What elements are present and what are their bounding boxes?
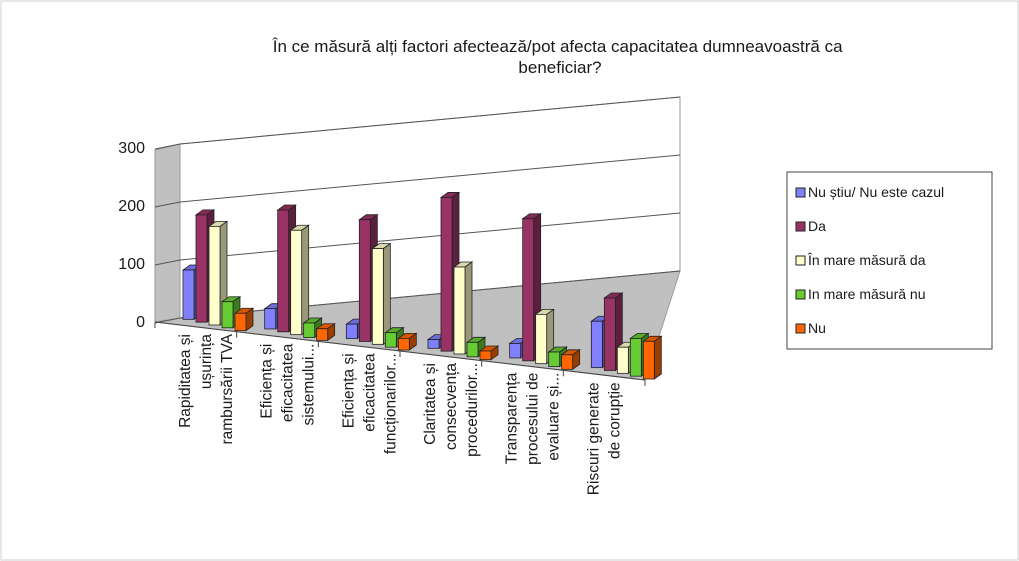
bar-front xyxy=(221,301,234,329)
bar-front xyxy=(234,312,247,332)
legend-label: Nu xyxy=(808,320,826,336)
bar-front xyxy=(290,229,303,336)
gridline-side-300 xyxy=(154,143,181,150)
category-label: funcționarilor... xyxy=(382,353,399,454)
category-label: Riscuri generate xyxy=(585,382,602,495)
category-label: Eficiența și xyxy=(259,344,276,419)
bar-front xyxy=(509,343,522,359)
legend-label: Da xyxy=(808,218,826,234)
y-tick-label: 300 xyxy=(118,140,145,157)
bar-front xyxy=(358,219,371,342)
category-label: evaluare și... xyxy=(546,373,563,461)
bar-front xyxy=(590,320,603,369)
legend-swatch xyxy=(795,187,806,198)
bar-front xyxy=(561,354,574,370)
x-axis xyxy=(154,321,646,386)
category-label: procedurilor... xyxy=(464,363,481,457)
bar xyxy=(560,349,581,371)
bar-front xyxy=(479,350,492,361)
bar-front xyxy=(629,338,642,377)
bar-side xyxy=(301,224,310,336)
category-label: Transparența xyxy=(504,372,521,464)
y-tick-label: 0 xyxy=(136,314,145,331)
legend-label: În mare măsură da xyxy=(807,252,926,268)
bar xyxy=(315,322,336,342)
bar-front xyxy=(264,308,277,330)
bar-front xyxy=(303,322,316,338)
bar-front xyxy=(548,351,561,367)
bar-front xyxy=(616,346,629,374)
legend-swatch xyxy=(795,255,806,266)
bar-front xyxy=(316,328,329,341)
gridline-200 xyxy=(179,154,681,203)
category-label: sistemului... xyxy=(301,344,318,426)
bar xyxy=(397,332,418,351)
y-tick-label: 100 xyxy=(118,256,145,273)
legend-swatch xyxy=(795,289,806,300)
category-label: de corupție xyxy=(606,382,623,459)
bar xyxy=(371,242,392,346)
bars xyxy=(181,191,663,380)
bar-front xyxy=(440,197,453,352)
bar-front xyxy=(277,209,290,333)
category-label: Claritatea și xyxy=(422,363,439,445)
gridline-side-100 xyxy=(154,259,181,266)
y-axis-tick-labels: 0 100 200 300 xyxy=(118,140,145,331)
side-wall xyxy=(154,143,181,323)
bar-front xyxy=(208,225,221,326)
chart-title: În ce măsură alți factori afectează/pot … xyxy=(272,37,848,77)
bar-front xyxy=(345,323,358,340)
legend-box xyxy=(786,171,993,350)
bar-front xyxy=(466,341,479,358)
bar xyxy=(478,345,500,361)
gridline-side-200 xyxy=(154,201,181,208)
legend-swatch xyxy=(795,323,806,334)
bar-front xyxy=(397,338,410,351)
legend: Nu știu/ Nu este cazul Da În mare măsură d… xyxy=(786,171,993,350)
bar-front xyxy=(384,332,397,348)
gridline-100 xyxy=(179,212,681,261)
bar xyxy=(289,224,310,336)
bar-front xyxy=(182,269,195,320)
bar-front xyxy=(195,214,208,323)
category-label: Eficiența și xyxy=(340,353,357,428)
bar-side xyxy=(382,242,391,346)
gridline-300 xyxy=(179,96,681,145)
category-labels: Rapiditatea și ușurința rambursării TVA Efi… xyxy=(177,333,623,495)
bar-front xyxy=(427,339,440,349)
legend-swatch xyxy=(795,221,806,232)
bar-front xyxy=(535,313,548,365)
bar-front xyxy=(522,218,535,362)
category-label: rambursării TVA xyxy=(219,333,236,444)
bar-front xyxy=(603,297,616,371)
chart-title-line-1: În ce măsură alți factori afectează/pot … xyxy=(272,37,843,56)
category-label: eficacitatea xyxy=(280,343,297,422)
y-tick-label: 200 xyxy=(118,198,145,215)
bar-front xyxy=(453,266,466,355)
bar xyxy=(452,261,474,355)
chart-title-line-2: beneficiar? xyxy=(518,58,601,77)
bar xyxy=(233,307,255,332)
category-label: eficacitatea xyxy=(361,353,378,432)
bar-front xyxy=(371,248,384,345)
bar-side xyxy=(653,335,662,380)
bar-front xyxy=(642,340,655,380)
category-label: consecvența xyxy=(443,363,460,450)
category-label: ușurința xyxy=(198,334,215,390)
legend-label: In mare măsură nu xyxy=(808,286,926,302)
legend-label: Nu știu/ Nu este cazul xyxy=(808,184,944,200)
gridlines xyxy=(154,96,681,324)
bar xyxy=(642,335,663,380)
gridline-0 xyxy=(179,270,681,319)
category-label: Rapiditatea și xyxy=(177,334,194,428)
category-label: procesului de xyxy=(525,373,542,465)
